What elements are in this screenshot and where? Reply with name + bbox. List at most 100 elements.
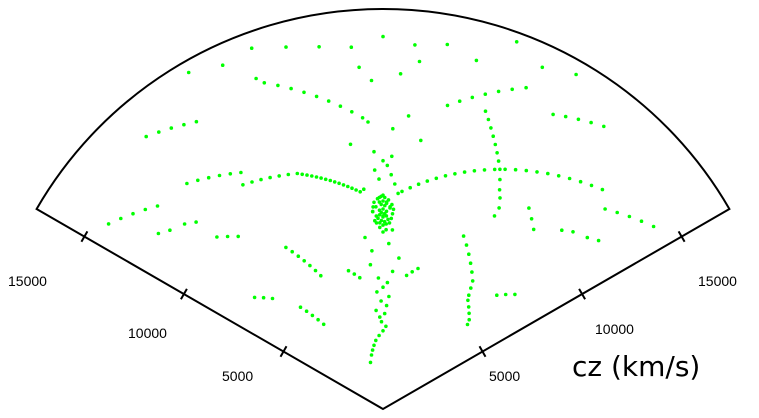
- galaxy-point: [379, 319, 384, 324]
- galaxy-point: [443, 174, 448, 178]
- galaxy-point: [368, 262, 373, 267]
- galaxy-point: [578, 179, 583, 184]
- galaxy-point: [651, 224, 656, 229]
- galaxy-point: [308, 263, 312, 268]
- galaxy-point: [503, 167, 507, 172]
- galaxy-point: [371, 205, 375, 209]
- galaxy-point: [483, 109, 488, 113]
- galaxy-point: [497, 188, 502, 192]
- galaxy-point: [384, 324, 388, 329]
- galaxy-point: [323, 177, 328, 182]
- galaxy-point: [560, 228, 564, 232]
- galaxy-point: [236, 234, 240, 239]
- galaxy-point: [157, 130, 161, 134]
- galaxy-point: [387, 241, 391, 246]
- galaxy-point: [551, 112, 555, 117]
- galaxy-point: [382, 219, 387, 224]
- galaxy-point: [284, 245, 288, 250]
- galaxy-point: [370, 209, 375, 214]
- galaxy-point: [194, 220, 198, 224]
- galaxy-point: [169, 126, 174, 130]
- galaxy-point: [379, 299, 383, 303]
- galaxy-point: [185, 181, 189, 186]
- galaxy-point: [381, 199, 385, 203]
- galaxy-point: [445, 103, 450, 108]
- galaxy-point: [381, 285, 385, 290]
- galaxy-point: [531, 227, 536, 232]
- galaxy-point: [513, 167, 518, 172]
- axis-tick-left-15000: [80, 230, 89, 243]
- galaxy-point: [374, 214, 379, 218]
- galaxy-point: [168, 228, 172, 232]
- galaxy-point: [372, 200, 376, 205]
- galaxy-point: [328, 178, 333, 183]
- galaxy-point: [270, 296, 275, 301]
- galaxy-point: [465, 322, 470, 327]
- axis-tick-right-5000: [478, 345, 487, 358]
- galaxy-point: [276, 83, 280, 88]
- galaxy-point: [386, 217, 390, 222]
- galaxy-point: [348, 142, 353, 147]
- galaxy-point: [535, 170, 539, 174]
- galaxy-point: [469, 286, 473, 290]
- galaxy-point: [389, 216, 394, 221]
- galaxy-point: [194, 119, 199, 124]
- galaxy-point: [398, 72, 403, 76]
- galaxy-point: [384, 201, 389, 206]
- galaxy-point: [314, 94, 319, 99]
- galaxy-point: [377, 208, 382, 212]
- galaxy-point: [390, 154, 394, 159]
- galaxy-point: [386, 198, 391, 202]
- galaxy-point: [381, 223, 385, 227]
- galaxy-point: [350, 186, 354, 190]
- galaxy-point: [332, 180, 337, 184]
- axis-tick-left-10000: [180, 288, 188, 300]
- galaxy-point: [434, 176, 439, 181]
- galaxy-point: [589, 183, 594, 188]
- galaxy-point: [310, 313, 315, 318]
- galaxy-point: [497, 206, 501, 210]
- galaxy-point: [600, 187, 605, 192]
- galaxy-point: [467, 252, 471, 256]
- galaxy-point: [425, 179, 430, 183]
- galaxy-point: [338, 104, 343, 108]
- galaxy-point: [375, 290, 379, 294]
- galaxy-point: [377, 333, 381, 338]
- galaxy-point: [239, 170, 243, 175]
- galaxy-point: [254, 76, 258, 81]
- galaxy-point: [206, 175, 211, 180]
- galaxy-point: [317, 45, 321, 49]
- galaxy-point: [302, 259, 307, 263]
- galaxy-point: [156, 231, 161, 236]
- galaxy-point: [295, 171, 300, 176]
- galaxy-point: [381, 193, 385, 197]
- galaxy-point: [382, 311, 387, 316]
- galaxy-point: [491, 134, 496, 138]
- galaxy-point: [374, 338, 378, 343]
- galaxy-point: [498, 196, 502, 200]
- galaxy-point: [472, 169, 477, 173]
- galaxy-point: [286, 172, 291, 177]
- galaxy-point: [360, 116, 365, 120]
- galaxy-point: [462, 170, 467, 174]
- galaxy-point: [225, 234, 230, 239]
- galaxy-point: [493, 142, 498, 147]
- galaxy-point: [387, 221, 392, 225]
- tick-label-right-10000: 10000: [595, 321, 634, 337]
- galaxy-point: [391, 126, 395, 131]
- axis-title: cz (km/s): [572, 350, 700, 383]
- galaxy-point: [416, 182, 421, 186]
- galaxy-point: [316, 317, 320, 322]
- galaxy-point: [470, 270, 474, 274]
- galaxy-point: [304, 309, 309, 314]
- galaxy-point: [413, 43, 417, 47]
- galaxy-point: [393, 182, 397, 186]
- galaxy-point: [482, 168, 487, 172]
- galaxy-point: [486, 117, 491, 122]
- galaxy-point: [358, 275, 362, 280]
- galaxy-point: [366, 120, 370, 124]
- galaxy-point: [241, 183, 245, 187]
- galaxy-point: [300, 172, 305, 177]
- galaxy-point: [375, 196, 380, 201]
- galaxy-point: [349, 45, 354, 49]
